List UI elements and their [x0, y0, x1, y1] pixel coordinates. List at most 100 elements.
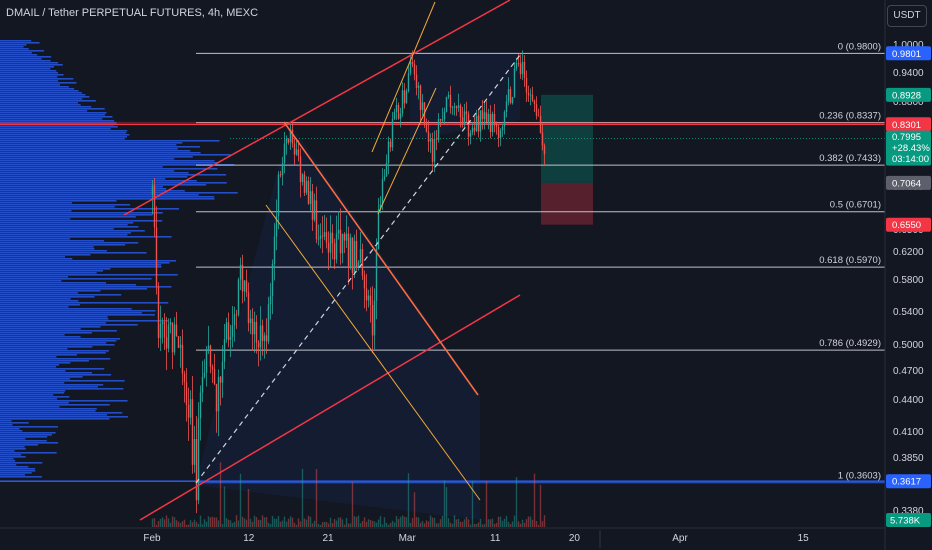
- volume-bar: [527, 516, 530, 527]
- stop-loss-zone: [541, 182, 593, 225]
- volume-bar: [247, 488, 250, 527]
- volume-bar: [349, 523, 352, 527]
- candle-body: [327, 242, 330, 253]
- candle-body: [197, 418, 200, 501]
- volume-bar: [191, 522, 194, 527]
- candle-body: [301, 174, 304, 182]
- volume-bar: [257, 519, 260, 527]
- candle-body: [377, 209, 380, 250]
- volume-bar: [199, 515, 202, 527]
- price-tick-label: 1.0000: [893, 40, 924, 51]
- candle-body: [457, 105, 460, 109]
- candle-body: [469, 132, 472, 137]
- volume-bar: [245, 519, 248, 527]
- volume-bar: [251, 521, 254, 527]
- candle-body: [325, 232, 328, 243]
- candle-body: [443, 112, 446, 120]
- volume-bar: [345, 518, 348, 527]
- price-tick-label: 0.3850: [893, 453, 924, 464]
- candle-body: [521, 61, 524, 75]
- candle-body: [345, 233, 348, 241]
- volume-bar: [155, 524, 158, 527]
- candle-body: [335, 233, 338, 260]
- candle-body: [513, 68, 516, 98]
- candle-body: [169, 322, 172, 325]
- volume-bar: [311, 523, 314, 527]
- volume-bar: [299, 521, 302, 527]
- candle-body: [409, 62, 412, 74]
- candle-body: [285, 138, 288, 144]
- volume-bar: [377, 519, 380, 527]
- candle-body: [359, 249, 362, 263]
- volume-bar: [153, 518, 156, 527]
- volume-bar: [355, 517, 358, 527]
- volume-bar: [289, 516, 292, 527]
- candle-body: [247, 292, 250, 324]
- volume-bar: [267, 522, 270, 527]
- volume-bar: [495, 522, 498, 527]
- volume-bar: [165, 515, 168, 527]
- last-price-countdown: 03:14:00: [892, 154, 929, 165]
- volume-bar: [525, 519, 528, 527]
- candle-body: [433, 139, 436, 162]
- volume-bar: [321, 522, 324, 527]
- candle-body: [215, 384, 218, 412]
- candle-body: [229, 336, 232, 341]
- volume-bar: [309, 516, 312, 527]
- volume-bar: [419, 522, 422, 527]
- candle-body: [417, 85, 420, 88]
- last-price-value: 0.7995: [892, 132, 921, 143]
- candle-body: [271, 263, 274, 297]
- volume-bar: [445, 487, 448, 527]
- volume-bar: [407, 473, 410, 527]
- candle-body: [193, 438, 196, 465]
- candle-body: [467, 114, 470, 137]
- volume-bar: [415, 517, 418, 527]
- volume-bar: [489, 519, 492, 527]
- volume-bar: [273, 518, 276, 527]
- volume-bar: [215, 517, 218, 527]
- price-tick-label: 0.4100: [893, 427, 924, 438]
- volume-bar: [423, 523, 426, 527]
- candle-body: [249, 318, 252, 324]
- candle-body: [489, 113, 492, 133]
- volume-bar: [301, 468, 304, 527]
- volume-bar: [405, 517, 408, 527]
- volume-bar: [463, 519, 466, 527]
- candle-body: [401, 90, 404, 114]
- volume-bar: [369, 519, 372, 527]
- volume-bar: [291, 517, 294, 527]
- candle-body: [525, 77, 528, 93]
- candle-body: [535, 104, 538, 116]
- candle-body: [259, 325, 262, 348]
- candle-body: [159, 323, 162, 339]
- volume-bar: [271, 515, 274, 527]
- time-tick-label: 21: [322, 533, 334, 544]
- candle-body: [419, 85, 422, 110]
- volume-bar: [287, 518, 290, 527]
- candle-body: [333, 243, 336, 260]
- candle-body: [231, 325, 234, 337]
- rising-channel-lower-line: [139, 294, 521, 521]
- candle-body: [319, 235, 322, 239]
- volume-bar: [151, 518, 154, 527]
- candle-body: [393, 111, 396, 120]
- volume-bar: [315, 469, 318, 527]
- candle-body: [347, 233, 350, 269]
- volume-bar: [223, 486, 226, 527]
- candle-body: [255, 321, 258, 343]
- volume-bar: [171, 516, 174, 527]
- candle-body: [331, 232, 334, 244]
- currency-selector-button[interactable]: USDT: [887, 5, 927, 27]
- candle-body: [505, 101, 508, 113]
- volume-bar: [333, 518, 336, 527]
- price-badge-text: 0.9801: [892, 49, 921, 60]
- candle-body: [527, 92, 530, 96]
- candle-body: [435, 139, 438, 140]
- candle-body: [209, 345, 212, 367]
- candle-body: [399, 113, 402, 119]
- candle-body: [217, 376, 220, 412]
- candle-body: [187, 404, 190, 418]
